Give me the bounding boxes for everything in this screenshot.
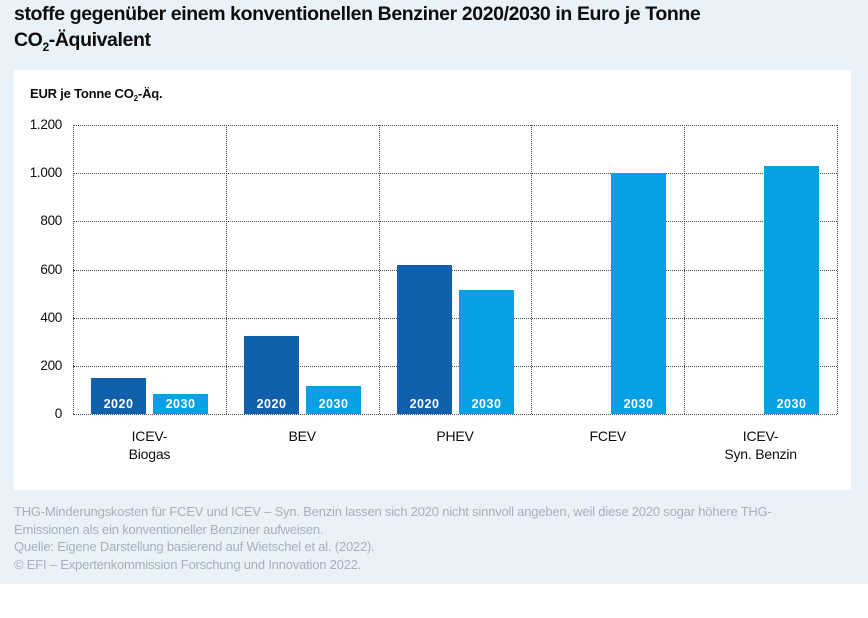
category-label-line: BEV	[288, 428, 316, 444]
y-tick-label: 1.200	[29, 117, 63, 132]
footnote-line: THG-Minderungskosten für FCEV und ICEV –…	[14, 504, 772, 519]
chart-panel: EUR je Tonne CO2-Äq. 2020 2020 2020 2030 203…	[14, 70, 851, 490]
category-label: ICEV- Syn. Benzin	[684, 427, 837, 463]
gridline-vertical	[73, 125, 74, 414]
chart-title-line1: stoffe gegenüber einem konventionellen B…	[14, 3, 701, 25]
category-label-line: Biogas	[128, 446, 171, 462]
bar-year-label: 2020	[256, 397, 287, 411]
gridline-horizontal	[73, 317, 837, 319]
category-label-line: Syn. Benzin	[724, 446, 797, 462]
bar-2030-icev-biogas: 2030	[153, 394, 208, 414]
gridline-horizontal	[73, 221, 837, 223]
bar-2020-phev: 2020	[397, 265, 452, 414]
bar-2020-bev: 2020	[244, 336, 299, 414]
category-label-line: PHEV	[436, 428, 474, 444]
chart-title-co: CO	[14, 29, 43, 51]
y-tick-label: 1.000	[29, 165, 63, 181]
chart-title-line2: CO2-Äquivalent	[14, 27, 844, 55]
gridline-vertical	[379, 125, 380, 414]
gridline-vertical	[226, 125, 227, 414]
y-tick-label: 0	[54, 406, 63, 421]
footnote-line: © EFI – Expertenkommission Forschung und…	[14, 556, 362, 572]
bar-2030-icev-syn-benzin: 2030	[764, 166, 819, 414]
chart-title: stoffe gegenüber einem konventionellen B…	[14, 1, 844, 55]
category-label-line: ICEV-	[131, 428, 168, 444]
bar-year-label: 2030	[623, 397, 654, 411]
gridline-vertical	[531, 125, 532, 414]
gridline-horizontal	[73, 365, 837, 367]
y-axis-label: EUR je Tonne CO2-Äq.	[30, 86, 163, 104]
bar-2020-icev-biogas: 2020	[91, 378, 146, 414]
y-tick-label: 400	[40, 309, 62, 325]
gridline-horizontal	[73, 269, 837, 271]
category-label: BEV	[226, 427, 379, 445]
category-label-line: ICEV-	[742, 428, 779, 444]
category-label: PHEV	[379, 427, 532, 445]
category-label: FCEV	[531, 427, 684, 445]
gridline-horizontal	[73, 125, 837, 126]
y-tick-label: 600	[40, 261, 62, 277]
bar-year-label: 2030	[165, 397, 196, 411]
category-label: ICEV- Biogas	[73, 427, 226, 463]
plot-area: 2020 2020 2020 2030 2030 2030 2030 2030	[73, 125, 838, 415]
bar-2030-fcev: 2030	[611, 173, 666, 414]
chart-title-line2-rest: -Äquivalent	[48, 29, 151, 51]
y-axis-label-text: EUR je Tonne CO	[30, 86, 134, 101]
category-label-line: FCEV	[589, 428, 627, 444]
bar-year-label: 2020	[409, 397, 440, 411]
bar-year-label: 2030	[776, 397, 807, 411]
gridline-vertical	[684, 125, 685, 414]
y-axis-label-suffix: -Äq.	[137, 86, 163, 101]
footnote-line: Quelle: Eigene Darstellung basierend auf…	[14, 539, 375, 555]
bar-year-label: 2020	[103, 397, 134, 411]
y-tick-label: 800	[40, 213, 62, 229]
y-tick-label: 200	[40, 357, 62, 373]
footnote-line: Emissionen als ein konventioneller Benzi…	[14, 521, 324, 537]
y-axis-label-subscript: 2	[133, 94, 138, 104]
gridline-horizontal	[73, 414, 837, 415]
chart-title-co-subscript: 2	[42, 39, 49, 54]
gridline-vertical	[837, 125, 838, 414]
bar-2030-phev: 2030	[459, 290, 514, 414]
bar-2030-bev: 2030	[306, 386, 361, 414]
bar-year-label: 2030	[471, 397, 502, 411]
bar-year-label: 2030	[318, 397, 349, 411]
gridline-horizontal	[73, 173, 837, 175]
footnote-block: THG-Minderungskosten für FCEV und ICEV –…	[14, 503, 859, 573]
